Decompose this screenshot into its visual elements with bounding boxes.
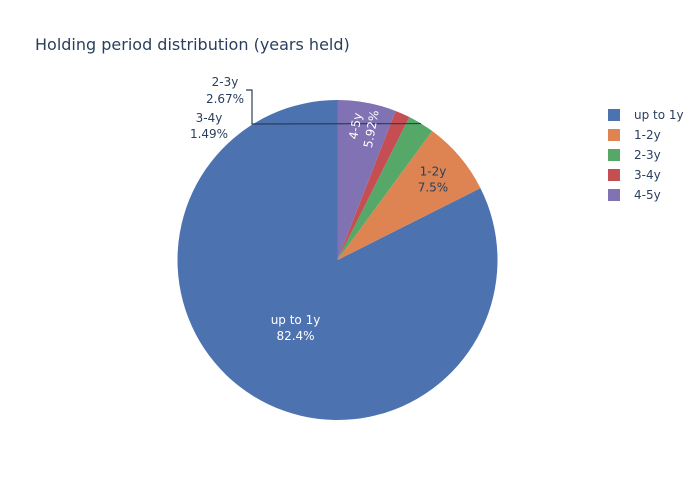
slice-label-4-5y: 4-5y — [346, 112, 365, 141]
pie-slice-4-5y — [337, 100, 396, 260]
legend-label-4-5y[interactable]: 4-5y — [634, 188, 661, 202]
legend-label-2-3y[interactable]: 2-3y — [634, 148, 661, 162]
legend: up to 1y 1-2y 2-3y 3-4y 4-5y — [608, 108, 684, 202]
slice-value-2-3y: 2.67% — [206, 92, 244, 106]
pie-slice-3-4y — [337, 110, 410, 260]
legend-label-up-to-1y[interactable]: up to 1y — [634, 108, 684, 122]
slice-value-3-4y: 1.49% — [190, 127, 228, 141]
slice-label-3-4y: 3-4y — [196, 111, 223, 125]
legend-swatch-4-5y[interactable] — [608, 189, 620, 201]
chart-title: Holding period distribution (years held) — [35, 35, 350, 54]
pie-slice-2-3y — [337, 117, 433, 260]
slice-label-group-4-5y: 4-5y5.92% — [346, 109, 382, 149]
pie-slice-1-2y — [337, 131, 481, 260]
legend-swatch-3-4y[interactable] — [608, 169, 620, 181]
slice-value-1-2y: 7.5% — [418, 180, 449, 194]
pie-labels: up to 1y 82.4% 1-2y 7.5% 2-3y 2.67% 3-4y 1.49% 4… — [190, 75, 448, 343]
pie-slices — [177, 100, 498, 420]
legend-label-1-2y[interactable]: 1-2y — [634, 128, 661, 142]
slice-label-1-2y: 1-2y — [420, 164, 447, 178]
legend-swatch-1-2y[interactable] — [608, 129, 620, 141]
leader-line-2-3y — [246, 89, 422, 125]
slice-value-up-to-1y: 82.4% — [276, 329, 314, 343]
legend-label-3-4y[interactable]: 3-4y — [634, 168, 661, 182]
slice-label-2-3y: 2-3y — [212, 75, 239, 89]
legend-swatch-up-to-1y[interactable] — [608, 109, 620, 121]
slice-label-up-to-1y: up to 1y — [271, 313, 321, 327]
slice-value-4-5y: 5.92% — [361, 109, 382, 149]
legend-swatch-2-3y[interactable] — [608, 149, 620, 161]
